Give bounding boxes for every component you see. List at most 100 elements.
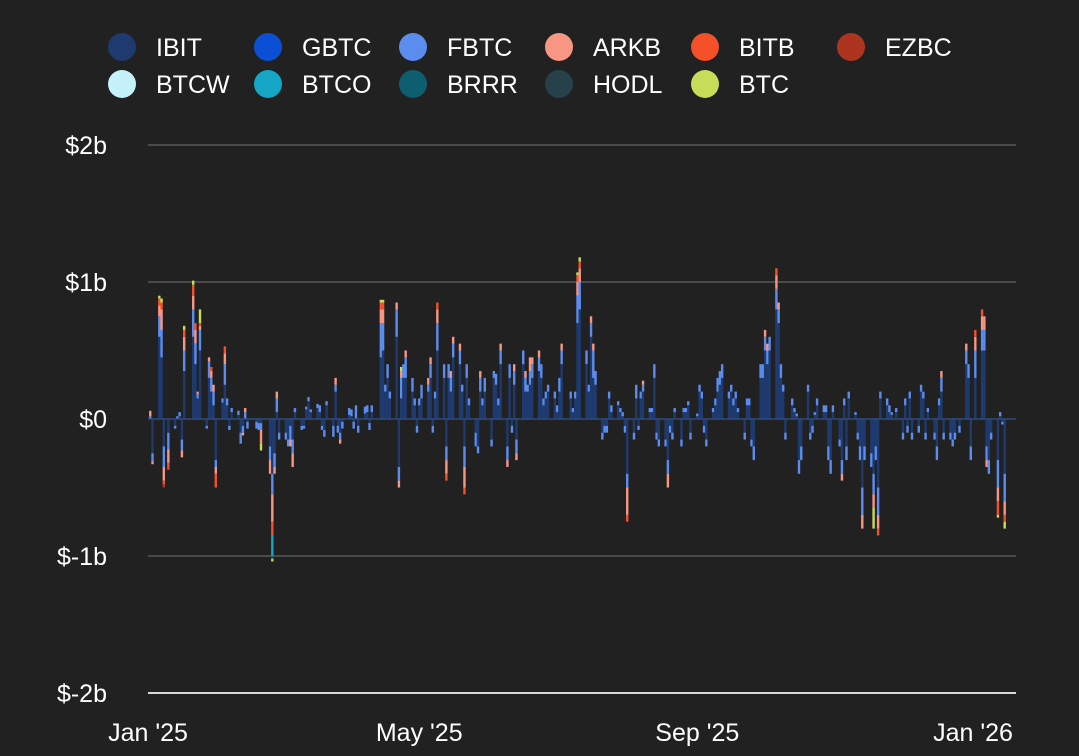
legend-item-btco[interactable]: BTCO [254, 70, 371, 99]
bar-segment-ibit [571, 412, 575, 419]
bar-segment-arkb [777, 302, 780, 310]
bar-segment-ibit [198, 350, 202, 419]
bar-segment-ibit [838, 419, 841, 440]
bar-segment-fbtc [666, 460, 670, 474]
bar-segment-fbtc [461, 384, 464, 392]
bar-segment-fbtc [271, 473, 274, 495]
bar-segment-ibit [259, 419, 263, 424]
bar-segment-ibit [363, 413, 367, 419]
bar-segment-ibit [969, 419, 972, 447]
bar-segment-fbtc [779, 364, 783, 378]
bar-segment-fbtc [605, 425, 609, 433]
bar-segment-fbtc [872, 473, 875, 495]
bar-segment-ibit [442, 377, 446, 419]
bar-segment-ibit [277, 419, 281, 433]
bar-segment-btc [576, 272, 579, 276]
bar-segment-fbtc [987, 460, 991, 474]
legend-label: BTC [739, 71, 789, 99]
x-tick-label: Jan '25 [108, 719, 188, 747]
legend-item-hodl[interactable]: HODL [545, 70, 663, 99]
bar-segment-fbtc [357, 425, 360, 433]
bar-segment-ibit [942, 419, 945, 433]
bar-segment-ibit [616, 405, 620, 419]
bar-segment-ibit [323, 419, 326, 430]
bar-segment-ibit [553, 398, 557, 419]
bar-segment-ibit [420, 398, 423, 419]
bar-segment-arkb [940, 371, 943, 378]
legend-item-ibit[interactable]: IBIT [108, 33, 202, 62]
bar-segment-fbtc [544, 391, 548, 399]
bar-segment-ibit [162, 419, 166, 447]
bar-segment-ibit [937, 405, 941, 419]
bar-segment-ibit [544, 398, 548, 419]
bar-segment-ibit [431, 419, 435, 426]
bar-segment-ibit [560, 364, 563, 419]
bar-segment-fbtc [843, 398, 846, 406]
bar-segment-ibit [831, 412, 835, 419]
grid-lines [148, 144, 1016, 694]
bar-segment-arkb [861, 514, 864, 529]
bar-segment-arkb [259, 429, 263, 444]
bar-segment-fbtc [418, 398, 421, 406]
legend-item-gbtc[interactable]: GBTC [254, 33, 371, 62]
bar-segment-ibit [985, 419, 988, 447]
bar-segment-btc [158, 295, 161, 299]
legend-item-btcw[interactable]: BTCW [108, 70, 230, 99]
bar-segment-fbtc [537, 357, 541, 372]
bar-segment-fbtc [160, 329, 163, 358]
bar-segment-fbtc [515, 439, 518, 454]
bar-segment-arkb [479, 371, 482, 378]
bar-segment-fbtc [718, 371, 722, 385]
bar-segment-bitb [578, 261, 581, 269]
bar-segment-fbtc [384, 384, 387, 392]
bar-segment-arkb [512, 364, 516, 372]
bar-segment-bitb [876, 528, 880, 536]
bar-segment-ibit [289, 419, 292, 426]
bar-segment-arkb [198, 325, 202, 330]
legend-item-arkb[interactable]: ARKB [545, 33, 661, 62]
bar-segment-ibit [784, 419, 787, 433]
bar-segment-ibit [384, 391, 387, 419]
bar-segment-ibit [368, 419, 371, 424]
legend-item-fbtc[interactable]: FBTC [399, 33, 512, 62]
bar-segment-bitb [980, 309, 984, 317]
legend-item-btc[interactable]: BTC [691, 70, 789, 99]
bar-segment-ibit [876, 419, 880, 488]
bar-segment-fbtc [664, 439, 667, 447]
bar-segment-fbtc [429, 364, 432, 378]
bar-segment-fbtc [587, 384, 590, 392]
legend-item-brrr[interactable]: BRRR [399, 70, 518, 99]
bar-segment-ibit [320, 419, 324, 426]
bar-segment-arkb [666, 473, 670, 488]
bar-segment-fbtc [949, 432, 952, 440]
bar-segment-ibit [983, 350, 986, 419]
bar-segment-ibit [815, 405, 819, 419]
bar-segment-bitb [192, 284, 195, 296]
bar-segment-fbtc [307, 397, 310, 402]
bar-segment-arkb [641, 380, 645, 385]
legend-item-ezbc[interactable]: EZBC [837, 33, 952, 62]
bar-segment-bitb [775, 268, 778, 276]
bar-segment-arkb [241, 432, 245, 436]
bar-segment-ibit [996, 419, 1000, 461]
bar-segment-fbtc [176, 416, 179, 419]
bar-segment-fbtc [696, 413, 699, 417]
bar-segment-ibit [379, 357, 383, 419]
bar-segment-ibit [639, 398, 642, 419]
bar-segment-ibit [777, 323, 780, 419]
bar-segment-fbtc [698, 384, 701, 392]
bar-segment-fbtc [255, 421, 258, 429]
x-tick-label: Sep '25 [655, 719, 739, 747]
bar-segment-fbtc [542, 398, 545, 406]
bar-segment-bitb [223, 346, 227, 354]
bar-segment-fbtc [286, 439, 290, 447]
bar-segment-ibit [228, 419, 231, 426]
legend-item-bitb[interactable]: BITB [691, 33, 795, 62]
bar-segment-fbtc [781, 384, 785, 392]
legend-label: FBTC [447, 34, 512, 62]
bar-segment-arkb [499, 343, 502, 351]
bar-segment-ibit [951, 419, 954, 440]
bar-segment-arkb [160, 309, 163, 330]
bar-segment-fbtc [449, 377, 453, 392]
bar-segment-ibit [779, 377, 783, 419]
